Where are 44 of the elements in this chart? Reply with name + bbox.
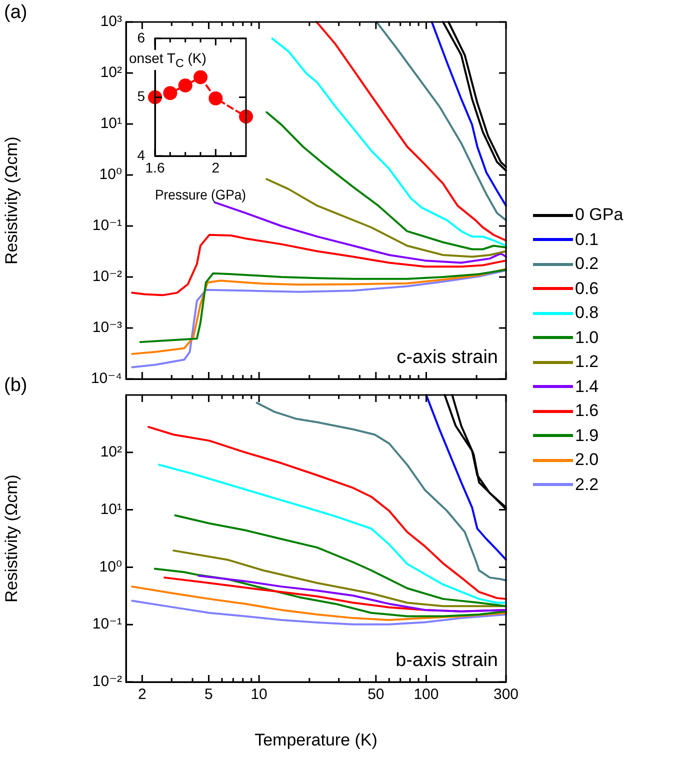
legend-label: 0.2	[575, 254, 599, 274]
y-tick-label: 10²	[100, 64, 122, 82]
y-tick-label: 10¹	[100, 115, 122, 132]
y-tick-label: 6	[137, 29, 146, 46]
text: (a)	[4, 2, 28, 24]
y-tick-label: 5	[137, 88, 146, 104]
x-axis-title: Pressure (GPa)	[155, 187, 246, 203]
y-tick-label: 10⁰	[99, 558, 122, 576]
legend-label: 1.6	[575, 401, 599, 422]
legend-label: 0 GPa	[575, 205, 624, 226]
x-tick-label: 300	[493, 686, 519, 704]
x-axis-title: Temperature (K)	[254, 730, 378, 750]
y-tick-label: 10⁻²	[92, 268, 122, 286]
x-tick-label: 50	[368, 686, 384, 704]
legend-label: 1.2	[575, 352, 599, 372]
legend-label: 0.6	[575, 278, 599, 299]
annotation: b-axis strain	[396, 650, 498, 672]
x-tick-label: 2	[138, 686, 146, 704]
y-axis-title: Resistivity (Ωcm)	[2, 474, 21, 602]
y-tick-label: 10⁻¹	[92, 616, 122, 633]
x-tick-label: 100	[414, 686, 439, 704]
y-tick-label: 10⁻¹	[92, 217, 122, 234]
y-tick-label: 10²	[100, 444, 122, 461]
text: (b)	[4, 375, 28, 397]
y-axis-title: Resistivity (Ωcm)	[2, 136, 21, 264]
x-tick-label: 10	[250, 686, 268, 704]
y-tick-label: 10⁻²	[92, 673, 122, 690]
x-tick-label: 2	[212, 159, 220, 176]
legend-label: 1.4	[575, 376, 599, 397]
annotation: c-axis strain	[396, 347, 498, 369]
y-tick-label: 10¹	[100, 500, 122, 518]
y-tick-label: 10³	[100, 13, 122, 30]
legend-label: 1.0	[575, 328, 599, 348]
y-axis-title: onset T$_{C}$ (K)	[127, 50, 208, 70]
legend-label: 0.8	[575, 303, 599, 324]
legend-label: 0.1	[575, 230, 599, 250]
y-tick-label: 10⁻⁴	[90, 370, 122, 388]
legend-label: 2.0	[575, 450, 599, 470]
legend-label: 1.9	[575, 426, 599, 446]
y-tick-label: 4	[137, 146, 146, 163]
y-tick-label: 10⁰	[99, 166, 122, 184]
y-tick-label: 10⁻³	[92, 319, 122, 336]
x-tick-label: 5	[204, 686, 213, 704]
legend-label: 2.2	[575, 474, 599, 495]
